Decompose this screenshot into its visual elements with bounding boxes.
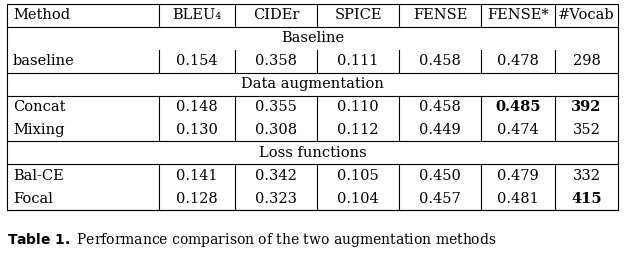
Text: 0.128: 0.128 [176,191,218,206]
Text: 332: 332 [573,169,600,183]
Text: Bal-CE: Bal-CE [13,169,64,183]
Text: 0.458: 0.458 [419,100,461,114]
Text: 298: 298 [573,54,600,68]
Text: 0.481: 0.481 [497,191,539,206]
Text: 0.478: 0.478 [497,54,539,68]
Text: 0.457: 0.457 [419,191,461,206]
Text: $\bf{Table\ 1.}$ Performance comparison of the two augmentation methods: $\bf{Table\ 1.}$ Performance comparison … [7,231,497,249]
Text: 0.358: 0.358 [255,54,297,68]
Text: Method: Method [13,8,70,23]
Text: SPICE: SPICE [334,8,381,23]
Text: 0.449: 0.449 [419,123,461,137]
Text: Baseline: Baseline [281,31,344,45]
Text: 0.308: 0.308 [255,123,297,137]
Text: 0.479: 0.479 [497,169,539,183]
Text: 352: 352 [573,123,600,137]
Text: 0.105: 0.105 [337,169,379,183]
Text: 0.111: 0.111 [337,54,379,68]
Text: 0.342: 0.342 [255,169,297,183]
Text: 0.110: 0.110 [337,100,379,114]
Text: 0.130: 0.130 [176,123,218,137]
Text: BLEU₄: BLEU₄ [172,8,221,23]
Text: 392: 392 [572,100,602,114]
Text: 0.323: 0.323 [255,191,297,206]
Text: 0.154: 0.154 [176,54,218,68]
Text: Focal: Focal [13,191,53,206]
Bar [7,4,618,210]
Text: #Vocab: #Vocab [558,8,615,23]
Text: 0.148: 0.148 [176,100,218,114]
Text: Mixing: Mixing [13,123,65,137]
Text: 415: 415 [571,191,602,206]
Text: Loss functions: Loss functions [259,146,366,160]
Text: 0.104: 0.104 [337,191,379,206]
Text: 0.458: 0.458 [419,54,461,68]
Text: 0.450: 0.450 [419,169,461,183]
Text: Data augmentation: Data augmentation [241,77,384,91]
Text: 0.141: 0.141 [176,169,218,183]
Text: 0.355: 0.355 [255,100,297,114]
Text: FENSE: FENSE [413,8,467,23]
Text: CIDEr: CIDEr [253,8,299,23]
Text: 0.474: 0.474 [497,123,539,137]
Text: 0.112: 0.112 [337,123,379,137]
Text: baseline: baseline [13,54,75,68]
Text: 0.485: 0.485 [495,100,541,114]
Text: FENSE*: FENSE* [487,8,549,23]
Text: Concat: Concat [13,100,65,114]
